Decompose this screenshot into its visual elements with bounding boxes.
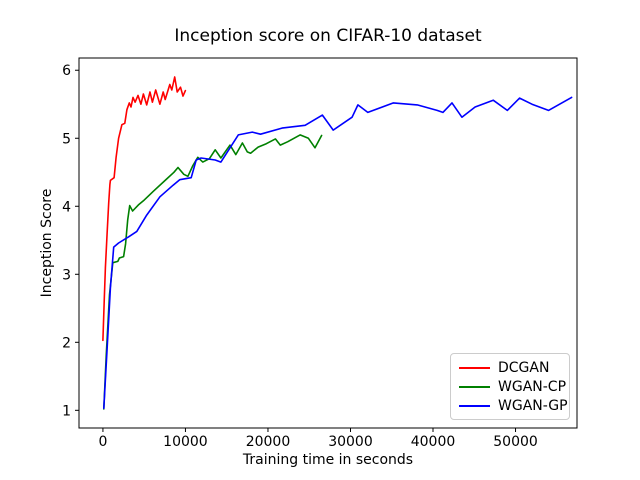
legend-item-dcgan: DCGAN	[459, 360, 561, 376]
x-tick-label: 0	[98, 434, 107, 450]
y-axis-label: Inception Score	[39, 188, 55, 298]
legend-swatch-dcgan	[459, 366, 490, 369]
legend-label-dcgan: DCGAN	[498, 359, 550, 376]
legend-item-wgan-gp: WGAN-GP	[459, 398, 568, 414]
chart-title: Inception score on CIFAR-10 dataset	[174, 26, 482, 46]
y-tick-label: 1	[62, 403, 71, 419]
y-tick-label: 4	[62, 199, 71, 215]
series-line-dcgan	[102, 76, 187, 342]
y-tick-label: 5	[62, 131, 71, 147]
series-line-wgan-gp	[103, 96, 573, 410]
legend: DCGAN WGAN-CP WGAN-GP	[450, 353, 570, 420]
x-tick-label: 50000	[493, 434, 538, 450]
legend-swatch-wgan-cp	[459, 385, 490, 388]
x-tick-label: 20000	[246, 434, 291, 450]
plot-border	[78, 57, 578, 429]
legend-label-wgan-cp: WGAN-CP	[498, 378, 567, 395]
x-axis-label: Training time in seconds	[242, 452, 414, 468]
x-tick-label: 10000	[163, 434, 208, 450]
legend-label-wgan-gp: WGAN-GP	[498, 397, 568, 414]
y-tick-label: 2	[62, 335, 71, 351]
legend-swatch-wgan-gp	[459, 404, 490, 407]
series-line-wgan-cp	[103, 134, 323, 410]
y-tick-label: 6	[62, 63, 71, 79]
x-tick-label: 40000	[411, 434, 456, 450]
legend-item-wgan-cp: WGAN-CP	[459, 379, 566, 395]
x-tick-label: 30000	[328, 434, 373, 450]
y-tick-label: 3	[62, 267, 71, 283]
